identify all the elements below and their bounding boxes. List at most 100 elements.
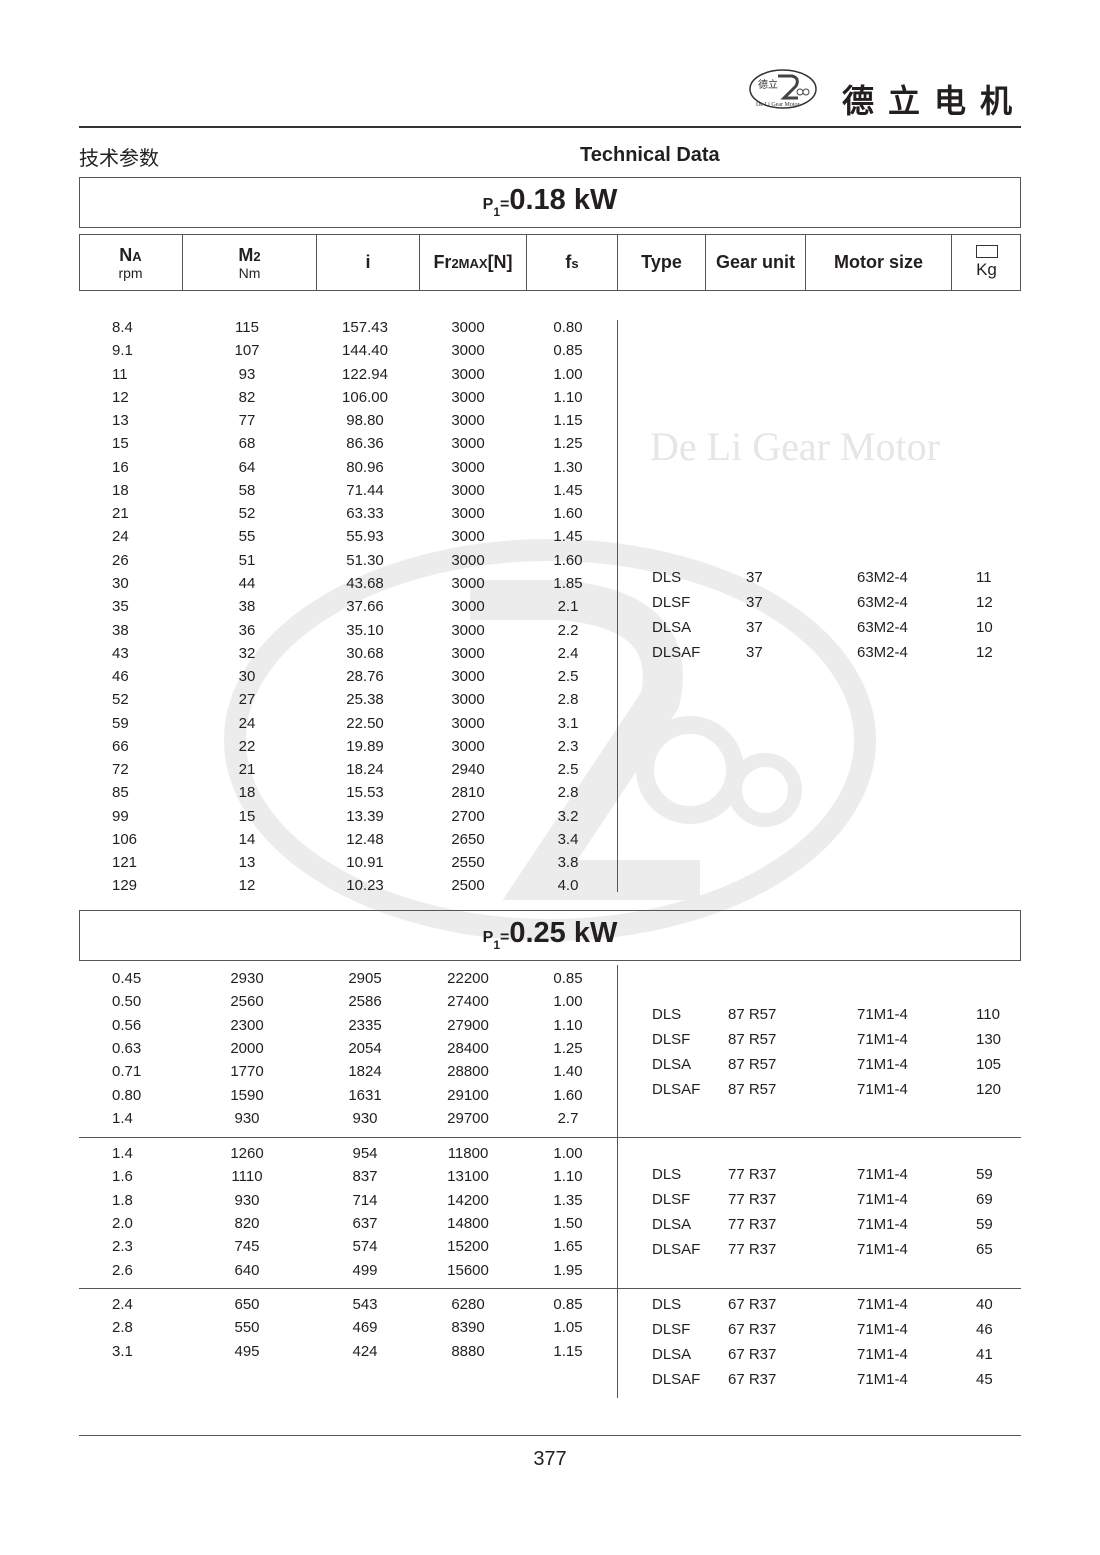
torque-cell: 51 [238, 551, 256, 569]
ratio-cell: 1824 [348, 1063, 382, 1081]
radial-force-cell: 3000 [451, 412, 485, 430]
weight-cell: 59 [976, 1216, 993, 1233]
brand-logo: 德立 De Li Gear Motor [748, 68, 818, 110]
speed-cell: 66 [112, 737, 129, 755]
speed-cell: 12 [112, 388, 129, 406]
weight-cell: 40 [976, 1296, 993, 1313]
type-cell: DLS [652, 1166, 682, 1183]
type-cell: DLSF [652, 1191, 691, 1208]
speed-cell: 0.80 [112, 1086, 142, 1104]
type-cell: DLS [652, 1296, 682, 1313]
service-factor-cell: 2.8 [557, 784, 579, 802]
motor-size-cell: 71M1-4 [857, 1241, 908, 1258]
service-factor-cell: 1.10 [553, 1168, 583, 1186]
speed-cell: 8.4 [112, 319, 133, 336]
column-header-kg: Kg [951, 234, 1021, 291]
motor-size-cell: 71M1-4 [857, 1056, 908, 1073]
torque-cell: 495 [234, 1342, 260, 1360]
gear-unit-cell: 37 [746, 619, 763, 636]
speed-cell: 59 [112, 714, 129, 732]
power-section-title-box [79, 177, 1021, 228]
column-label: i [365, 252, 371, 272]
column-header-gear: Gear unit [705, 234, 805, 291]
weight-cell: 10 [976, 619, 993, 636]
watermark-text: De Li Gear Motor [650, 424, 940, 469]
ratio-cell: 86.36 [346, 435, 384, 453]
ratio-cell: 10.23 [346, 877, 384, 895]
service-factor-cell: 1.05 [553, 1319, 583, 1337]
motor-size-cell: 71M1-4 [857, 1191, 908, 1208]
gear-unit-cell: 67 R37 [728, 1371, 777, 1388]
power-section-title: P1=0.18 kW [482, 184, 618, 219]
group-divider [79, 1137, 1021, 1138]
radial-force-cell: 14800 [447, 1214, 489, 1232]
service-factor-cell: 1.45 [553, 528, 583, 546]
ratio-cell: 51.30 [346, 551, 384, 569]
radial-force-cell: 13100 [447, 1168, 489, 1186]
column-header-na: NA rpm [79, 234, 182, 291]
torque-cell: 55 [238, 528, 256, 546]
ratio-cell: 43.68 [346, 574, 384, 592]
ratio-cell: 19.89 [346, 737, 384, 755]
heading-en: Technical Data [580, 144, 720, 166]
ratio-cell: 2335 [348, 1016, 382, 1034]
weight-cell: 41 [976, 1346, 993, 1363]
radial-force-cell: 3000 [451, 691, 485, 709]
service-factor-cell: 2.4 [557, 644, 579, 662]
speed-cell: 99 [112, 807, 129, 825]
column-label: Gear unit [715, 252, 795, 272]
ratio-cell: 80.96 [346, 458, 384, 476]
gear-unit-cell: 87 R57 [728, 1031, 777, 1048]
service-factor-cell: 1.00 [553, 993, 583, 1011]
service-factor-cell: 1.15 [553, 412, 583, 430]
group-divider [79, 1288, 1021, 1289]
header-rule [79, 126, 1021, 128]
service-factor-cell: 1.60 [553, 551, 583, 569]
service-factor-cell: 1.30 [553, 458, 583, 476]
type-cell: DLSAF [652, 1081, 701, 1098]
radial-force-cell: 3000 [451, 714, 485, 732]
motor-size-cell: 71M1-4 [857, 1346, 908, 1363]
column-header-row [79, 234, 1021, 291]
service-factor-cell: 1.10 [553, 388, 583, 406]
column-label: Type [641, 252, 682, 272]
torque-cell: 18 [238, 784, 256, 802]
speed-cell: 1.6 [112, 1168, 133, 1186]
service-factor-cell: 4.0 [557, 877, 579, 895]
radial-force-cell: 3000 [451, 435, 485, 453]
speed-cell: 13 [112, 412, 129, 430]
type-cell: DLSAF [652, 1241, 701, 1258]
type-cell: DLSA [652, 1056, 692, 1073]
radial-force-cell: 2650 [451, 830, 485, 848]
ratio-cell: 10.91 [346, 854, 384, 872]
motor-size-cell: 71M1-4 [857, 1321, 908, 1338]
radial-force-cell: 28800 [447, 1063, 489, 1081]
page-number: 377 [533, 1448, 567, 1470]
speed-cell: 1.4 [112, 1109, 133, 1127]
column-unit: Nm [238, 265, 261, 281]
radial-force-cell: 3000 [451, 458, 485, 476]
radial-force-cell: 15600 [447, 1261, 489, 1279]
radial-force-cell: 3000 [451, 668, 485, 686]
column-header-fr: Fr2MAX[N] [419, 234, 526, 291]
ratio-cell: 98.80 [346, 412, 384, 430]
torque-cell: 38 [238, 598, 256, 616]
torque-cell: 2000 [230, 1039, 264, 1057]
radial-force-cell: 3000 [451, 505, 485, 523]
motor-size-cell: 63M2-4 [857, 619, 908, 636]
torque-cell: 82 [238, 388, 256, 406]
speed-cell: 2.3 [112, 1238, 133, 1256]
ratio-cell: 157.43 [342, 319, 388, 336]
torque-cell: 13 [238, 854, 256, 872]
speed-cell: 16 [112, 458, 129, 476]
ratio-cell: 144.40 [342, 342, 388, 360]
type-cell: DLSF [652, 594, 691, 611]
radial-force-cell: 15200 [447, 1238, 489, 1256]
column-header-motor: Motor size [805, 234, 951, 291]
weight-cell: 65 [976, 1241, 993, 1258]
speed-cell: 0.56 [112, 1016, 142, 1034]
radial-force-cell: 3000 [451, 481, 485, 499]
speed-cell: 38 [112, 621, 129, 639]
type-cell: DLSA [652, 1216, 692, 1233]
radial-force-cell: 2940 [451, 761, 485, 779]
